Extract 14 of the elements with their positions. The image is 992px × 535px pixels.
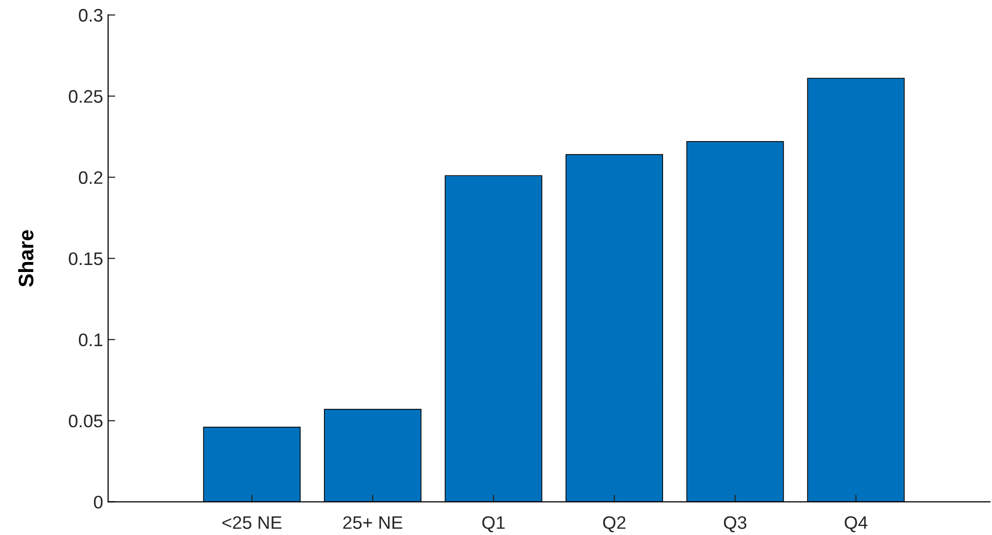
y-axis-title: Share <box>18 230 34 287</box>
x-tick-label: Q3 <box>724 516 746 532</box>
y-tick-label: 0.25 <box>68 90 103 103</box>
y-tick-label: 0.3 <box>78 8 102 22</box>
y-tick-label: 0 <box>94 496 103 509</box>
y-tick-label: 0.1 <box>78 333 102 346</box>
x-tick-label: Q1 <box>482 516 505 532</box>
y-tick-label: 0.2 <box>78 171 102 184</box>
x-tick-label: Q4 <box>844 516 868 532</box>
x-tick-label: Q2 <box>603 516 626 532</box>
x-tick-label: <25 NE <box>222 516 282 529</box>
y-tick-label: 0.05 <box>68 414 103 428</box>
y-tick-label: 0.15 <box>68 252 103 266</box>
x-tick-label: 25+ NE <box>343 516 402 529</box>
